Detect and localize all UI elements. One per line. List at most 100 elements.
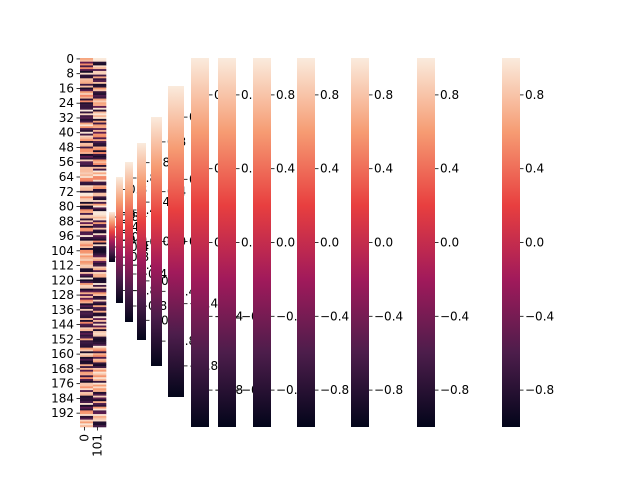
y-tick-label: 128: [51, 288, 74, 302]
heatmap-cell: [93, 107, 107, 110]
heatmap-cell: [80, 131, 94, 134]
heatmap-cell: [80, 397, 94, 400]
heatmap-cell: [93, 249, 107, 253]
heatmap-cell: [80, 174, 94, 177]
heatmap-cell: [93, 183, 107, 186]
heatmap-cell: [93, 415, 107, 419]
heatmap-cell: [93, 85, 107, 88]
heatmap-cell: [80, 190, 94, 193]
heatmap-cell: [80, 229, 94, 232]
heatmap-cell: [80, 384, 94, 387]
heatmap-cell: [93, 94, 107, 98]
heatmap-cell: [93, 246, 107, 249]
heatmap-cell: [80, 89, 94, 92]
heatmap-cell: [93, 338, 107, 341]
y-tick-label: 144: [51, 318, 74, 332]
heatmap-cell: [80, 406, 94, 409]
heatmap-cell: [80, 262, 94, 265]
heatmap-cell: [80, 410, 94, 413]
heatmap-cell: [80, 286, 94, 289]
y-tick-label: 16: [59, 81, 74, 95]
heatmap-cell: [80, 307, 94, 310]
heatmap-cell: [93, 297, 107, 300]
heatmap-cell: [80, 358, 94, 361]
heatmap-cell: [80, 257, 94, 260]
heatmap-cell: [80, 168, 94, 171]
heatmap-cell: [80, 70, 94, 74]
heatmap-cell: [80, 153, 94, 157]
y-tick-label: 168: [51, 362, 74, 376]
heatmap-cell: [93, 301, 107, 304]
heatmap-cell: [80, 399, 94, 402]
heatmap-cell: [80, 393, 94, 396]
heatmap-cell: [80, 331, 94, 334]
heatmap-cell: [80, 179, 94, 182]
heatmap-cell: [93, 105, 107, 109]
heatmap-cell: [93, 83, 107, 86]
heatmap-cell: [80, 163, 94, 166]
heatmap-cell: [80, 248, 94, 251]
heatmap-cell: [93, 414, 107, 417]
colorbars: 0.8 0.4 0.0 −0.4 −0.8 0.8 0.4 0.0 −0.4 −0.8 0.8 0.4…: [109, 58, 554, 427]
heatmap-cell: [80, 319, 94, 323]
heatmap-cell: [80, 113, 94, 116]
heatmap-cell: [93, 120, 107, 123]
heatmap-cell: [93, 371, 107, 374]
heatmap-cell: [80, 351, 94, 354]
heatmap-cell: [93, 141, 107, 144]
colorbar-tick-label: 0.4: [440, 162, 459, 176]
heatmap-cell: [93, 423, 107, 426]
heatmap-cell: [80, 124, 94, 127]
heatmap-cell: [93, 312, 107, 315]
heatmap-cell: [93, 299, 107, 302]
y-tick-label: 64: [59, 170, 74, 184]
colorbar-tick-label: 0.4: [525, 162, 544, 176]
heatmap-cell: [80, 165, 94, 168]
heatmap-cell: [80, 249, 94, 253]
heatmap-cell: [80, 259, 94, 262]
heatmap-cell: [93, 286, 107, 289]
heatmap-cell: [93, 157, 107, 160]
heatmap-cell: [93, 59, 107, 62]
colorbar-gradient-bar: [253, 58, 271, 427]
heatmap-cell: [80, 260, 94, 264]
heatmap-cell: [80, 224, 94, 227]
heatmap-cell: [93, 148, 107, 151]
heatmap-cell: [93, 203, 107, 206]
heatmap-cell: [80, 141, 94, 144]
heatmap-cell: [80, 242, 94, 245]
heatmap-cell: [80, 251, 94, 254]
heatmap-cell: [93, 200, 107, 203]
heatmap-cell: [93, 124, 107, 127]
heatmap-cell: [80, 128, 94, 131]
colorbar-gradient-bar: [151, 117, 162, 366]
heatmap-cell: [80, 115, 94, 118]
heatmap-cell: [93, 91, 107, 94]
heatmap-cell: [80, 207, 94, 210]
heatmap-cell: [80, 233, 94, 236]
heatmap-cell: [80, 105, 94, 109]
y-tick-label: 88: [59, 214, 74, 228]
heatmap-cell: [93, 93, 107, 96]
heatmap-cell: [80, 231, 94, 234]
heatmap-cell: [93, 131, 107, 134]
heatmap-cell: [93, 308, 107, 312]
heatmap-cell: [80, 91, 94, 94]
heatmap-cell: [80, 338, 94, 341]
y-tick-label: 184: [51, 391, 74, 405]
heatmap-cell: [93, 61, 107, 64]
heatmap-cell: [80, 277, 94, 280]
heatmap-cell: [93, 100, 107, 103]
y-tick-label: 40: [59, 126, 74, 140]
heatmap-cell: [93, 135, 107, 138]
heatmap-cell: [93, 76, 107, 79]
heatmap-cell: [93, 153, 107, 157]
heatmap-cell: [93, 305, 107, 308]
heatmap-cell: [80, 235, 94, 238]
heatmap-cell: [93, 393, 107, 396]
heatmap-cell: [93, 165, 107, 168]
heatmap-cell: [93, 161, 107, 164]
x-tick-label: 101: [91, 434, 105, 457]
heatmap-cell: [80, 288, 94, 291]
heatmap-cell: [93, 355, 107, 358]
